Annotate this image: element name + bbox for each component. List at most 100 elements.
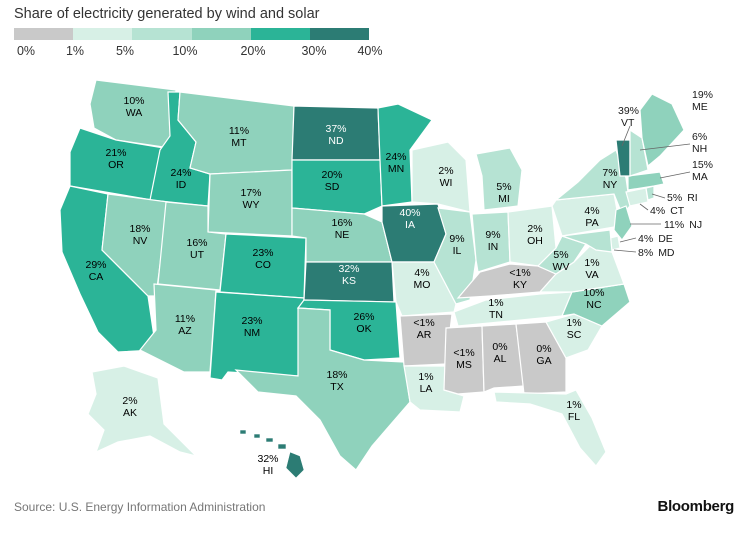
abbr-TN: TN bbox=[489, 309, 503, 321]
value-AL: 0% bbox=[492, 341, 507, 353]
value-FL: 1% bbox=[566, 399, 581, 411]
value-IA: 40% bbox=[399, 207, 420, 219]
value-UT: 16% bbox=[186, 237, 207, 249]
value-IN: 9% bbox=[485, 229, 500, 241]
legend-swatch-5 bbox=[309, 28, 370, 40]
label-ME: 19% ME bbox=[692, 89, 713, 113]
value-TN: 1% bbox=[488, 297, 503, 309]
label-AZ: 11% AZ bbox=[175, 313, 195, 337]
abbr-NC: NC bbox=[586, 299, 602, 311]
label-AL: 0% AL bbox=[492, 341, 507, 365]
state-MN bbox=[377, 103, 433, 207]
abbr-GA: GA bbox=[536, 355, 551, 367]
value-OK: 26% bbox=[353, 311, 374, 323]
label-NM: 23% NM bbox=[241, 315, 262, 339]
label-IN: 9% IN bbox=[485, 229, 500, 253]
state-IL bbox=[433, 207, 477, 305]
abbr-CA: CA bbox=[89, 271, 104, 283]
abbr-ME: ME bbox=[692, 101, 708, 113]
legend-labels: 0% 1% 5% 10% 20% 30% 40% bbox=[0, 44, 746, 60]
label-MA: 15% MA bbox=[692, 159, 713, 183]
legend-label-3: 10% bbox=[172, 44, 198, 58]
state-NV bbox=[101, 193, 169, 297]
value-AK: 2% bbox=[122, 395, 137, 407]
abbr-DE: DE bbox=[658, 233, 673, 245]
abbr-NM: NM bbox=[244, 327, 260, 339]
value-PA: 4% bbox=[584, 205, 599, 217]
value-ND: 37% bbox=[325, 123, 346, 135]
value-SC: 1% bbox=[566, 317, 581, 329]
label-SD: 20% SD bbox=[321, 169, 342, 193]
value-CO: 23% bbox=[252, 247, 273, 259]
label-PA: 4% PA bbox=[584, 205, 599, 229]
state-RI bbox=[645, 185, 655, 201]
abbr-NH: NH bbox=[692, 143, 707, 155]
label-VT: 39% VT bbox=[618, 105, 639, 129]
state-MI bbox=[475, 147, 523, 211]
label-DE: 4% DE bbox=[638, 233, 673, 245]
value-CT: 4% bbox=[650, 205, 665, 217]
legend-swatch-0 bbox=[14, 28, 74, 40]
label-NE: 16% NE bbox=[331, 217, 352, 241]
legend-label-6: 40% bbox=[357, 44, 383, 58]
value-NE: 16% bbox=[331, 217, 352, 229]
label-UT: 16% UT bbox=[186, 237, 207, 261]
abbr-IL: IL bbox=[453, 245, 462, 257]
label-WI: 2% WI bbox=[438, 165, 453, 189]
legend-swatch-4 bbox=[250, 28, 310, 40]
state-IN bbox=[471, 211, 511, 273]
abbr-ND: ND bbox=[328, 135, 344, 147]
state-MS bbox=[443, 325, 485, 395]
abbr-WA: WA bbox=[126, 107, 143, 119]
value-MA: 15% bbox=[692, 159, 713, 171]
value-AR: <1% bbox=[413, 317, 434, 329]
abbr-CO: CO bbox=[255, 259, 271, 271]
leader-MA bbox=[659, 171, 691, 179]
leader-NH bbox=[639, 143, 691, 151]
label-RI: 5% RI bbox=[667, 192, 698, 204]
abbr-AR: AR bbox=[417, 329, 432, 341]
label-KY: <1% KY bbox=[509, 267, 530, 291]
abbr-WV: WV bbox=[553, 261, 570, 273]
abbr-ID: ID bbox=[176, 179, 187, 191]
abbr-WI: WI bbox=[440, 177, 453, 189]
state-NY bbox=[554, 149, 631, 216]
value-RI: 5% bbox=[667, 192, 682, 204]
label-NY: 7% NY bbox=[602, 167, 617, 191]
value-MD: 8% bbox=[638, 247, 653, 259]
state-ME bbox=[639, 93, 685, 168]
label-ND: 37% ND bbox=[325, 123, 346, 147]
abbr-OK: OK bbox=[356, 323, 371, 335]
label-CT: 4% CT bbox=[650, 205, 685, 217]
abbr-FL: FL bbox=[568, 411, 580, 423]
value-NV: 18% bbox=[129, 223, 150, 235]
value-OH: 2% bbox=[527, 223, 542, 235]
source-note: Source: U.S. Energy Information Administ… bbox=[14, 500, 266, 514]
abbr-MD: MD bbox=[658, 247, 675, 259]
state-HI bbox=[239, 429, 305, 479]
abbr-VT: VT bbox=[621, 117, 635, 129]
value-VA: 1% bbox=[584, 257, 599, 269]
label-NH: 6% NH bbox=[692, 131, 707, 155]
abbr-WY: WY bbox=[243, 199, 260, 211]
value-KY: <1% bbox=[509, 267, 530, 279]
abbr-AL: AL bbox=[494, 353, 507, 365]
label-MT: 11% MT bbox=[229, 125, 249, 149]
label-WV: 5% WV bbox=[553, 249, 570, 273]
legend-label-0: 0% bbox=[16, 44, 36, 58]
abbr-KS: KS bbox=[342, 275, 356, 287]
legend-swatch-2 bbox=[132, 28, 192, 40]
abbr-MO: MO bbox=[414, 279, 431, 291]
abbr-MA: MA bbox=[692, 171, 708, 183]
label-VA: 1% VA bbox=[584, 257, 599, 281]
bloomberg-logo: Bloomberg bbox=[657, 498, 735, 515]
abbr-NY: NY bbox=[603, 179, 618, 191]
label-SC: 1% SC bbox=[566, 317, 581, 341]
value-WY: 17% bbox=[240, 187, 261, 199]
value-OR: 21% bbox=[105, 147, 126, 159]
abbr-MT: MT bbox=[231, 137, 247, 149]
value-MT: 11% bbox=[229, 125, 249, 137]
abbr-KY: KY bbox=[513, 279, 527, 291]
value-DE: 4% bbox=[638, 233, 653, 245]
label-OR: 21% OR bbox=[105, 147, 126, 171]
